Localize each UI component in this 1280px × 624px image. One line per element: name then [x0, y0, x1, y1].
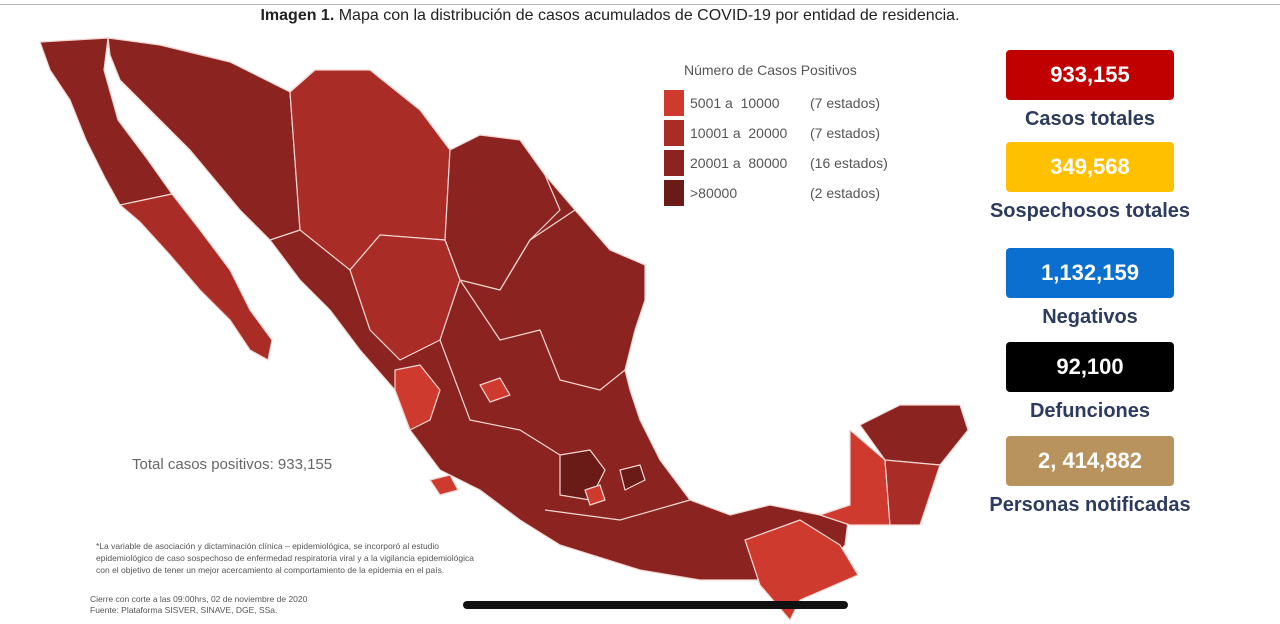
stat-value: 933,155 — [1006, 50, 1174, 100]
sonora — [107, 37, 301, 241]
total-label: Total casos positivos: 933,155 — [132, 456, 333, 473]
nayarit — [394, 364, 441, 431]
title-text: Mapa con la distribución de casos acumul… — [334, 7, 960, 24]
cdmx — [619, 464, 646, 491]
note-line: epidemiológico de caso sospechoso de enf… — [96, 553, 474, 563]
title: Imagen 1. Mapa con la distribución de ca… — [0, 7, 1220, 25]
divider — [0, 4, 1280, 5]
state-border — [439, 339, 561, 456]
state-border — [544, 499, 691, 521]
legend-title: Número de Casos Positivos — [684, 62, 857, 78]
stat-label: Casos totales — [1024, 108, 1156, 130]
tlaxcala — [584, 484, 606, 506]
legend-count: (16 estados) — [810, 155, 888, 171]
stat-label: Sospechosos totales — [989, 200, 1191, 222]
legend-count: (7 estados) — [810, 125, 881, 141]
notes: *La variable de asociación y dictaminaci… — [96, 540, 474, 576]
legend-swatch — [664, 90, 684, 116]
legend-count: (2 estados) — [810, 185, 881, 201]
stat-label: Negativos — [1042, 306, 1138, 328]
footer: Cierre con corte a las 09:00hrs, 02 de n… — [90, 594, 307, 616]
stat: 2, 414,882 Personas notificadas — [960, 436, 1220, 517]
stat: 92,100 Defunciones — [960, 342, 1220, 423]
footer-line: Fuente: Plataforma SISVER, SINAVE, DGE, … — [90, 605, 278, 615]
chiapas — [744, 519, 859, 621]
stat: 933,155 Casos totales — [960, 50, 1220, 131]
legend-item: 20001 a 80000 (16 estados) — [664, 148, 914, 178]
legend-range: 10001 a 20000 — [690, 125, 788, 141]
state-border — [459, 279, 626, 391]
aguascalientes — [479, 377, 511, 403]
legend-item: 5001 a 10000 (7 estados) — [664, 88, 914, 118]
state-border — [499, 209, 576, 291]
stat-label: Personas notificadas — [989, 494, 1191, 516]
stat-value: 349,568 — [1006, 142, 1174, 192]
legend-range: >80000 — [690, 185, 738, 201]
note-line: *La variable de asociación y dictaminaci… — [96, 541, 440, 551]
stat-value: 1,132,159 — [1006, 248, 1174, 298]
legend-range: 20001 a 80000 — [690, 155, 788, 171]
stat: 349,568 Sospechosos totales — [960, 142, 1220, 223]
stat-value: 92,100 — [1006, 342, 1174, 392]
legend-swatch — [664, 180, 684, 206]
legend: Número de Casos Positivos 5001 a 10000 (7… — [664, 62, 914, 208]
legend-swatch — [664, 150, 684, 176]
footer-line: Cierre con corte a las 09:00hrs, 02 de n… — [90, 594, 308, 604]
legend-swatch — [664, 120, 684, 146]
baja-california-sur — [119, 193, 273, 361]
legend-count: (7 estados) — [810, 95, 881, 111]
title-bold: Imagen 1. — [260, 7, 335, 24]
home-indicator — [463, 601, 848, 609]
legend-item: >80000 (2 estados) — [664, 178, 914, 208]
durango — [349, 234, 461, 361]
colima — [429, 474, 459, 496]
quintana-roo — [884, 459, 941, 526]
stat-value: 2, 414,882 — [1006, 436, 1174, 486]
legend-item: 10001 a 20000 (7 estados) — [664, 118, 914, 148]
stat: 1,132,159 Negativos — [960, 248, 1220, 329]
legend-range: 5001 a 10000 — [690, 95, 780, 111]
note-line: con el objetivo de tener un mejor acerca… — [96, 565, 445, 575]
stat-label: Defunciones — [1029, 400, 1151, 422]
